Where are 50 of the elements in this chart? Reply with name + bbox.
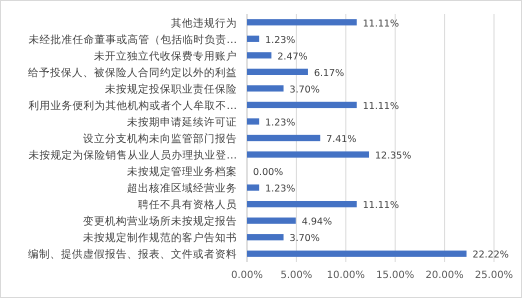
bar [247, 36, 260, 42]
data-label: 3.70% [290, 84, 320, 96]
bar [247, 52, 272, 58]
y-tick-label: 超出核准区域经营业务 [127, 182, 237, 195]
x-tick-label: 25.00% [474, 270, 514, 281]
bar [247, 134, 320, 142]
y-tick-label: 设立分支机构未向监管部门报告 [83, 132, 237, 145]
bar [247, 184, 260, 191]
data-label: 4.94% [302, 216, 332, 228]
data-label: 1.23% [265, 117, 296, 128]
bar [247, 151, 370, 158]
data-label: 12.35% [375, 150, 412, 162]
y-tick-label: 其他违规行为 [171, 16, 237, 30]
y-tick-label: 聘任不具有资格人员 [138, 199, 237, 212]
data-label: 1.23% [265, 34, 296, 46]
y-tick-label: 未按规定为保险销售从业人员办理执业登… [28, 148, 237, 162]
y-tick-label: 变更机构营业场所未按规定报告 [83, 214, 237, 228]
x-tick-label: 20.00% [426, 270, 464, 281]
data-label: 2.47% [277, 51, 308, 62]
y-tick-label: 未开立独立代收保费专用账户 [94, 49, 237, 62]
bar [247, 250, 467, 257]
y-tick-label: 利用业务便利为其他机构或者个人牟取不… [28, 98, 237, 112]
data-label: 11.11% [362, 18, 399, 30]
data-label: 0.00% [253, 167, 284, 178]
bar [247, 19, 357, 26]
data-label: 6.17% [314, 68, 344, 79]
bar [247, 85, 284, 92]
y-tick-label: 编制、提供虚假报告、报表、文件或者资料 [28, 248, 237, 261]
bar [247, 102, 357, 108]
bar [247, 200, 357, 208]
bar [247, 218, 296, 224]
y-tick-label: 未按规定制作规范的客户告知书 [83, 231, 237, 244]
data-label: 7.41% [326, 134, 356, 145]
y-tick-label: 给予投保人、被保险人合同约定以外的利益 [28, 66, 237, 79]
bar [247, 234, 284, 240]
x-tick-label: 5.00% [280, 270, 312, 281]
y-tick-label: 未按规定投保职业责任保险 [105, 82, 237, 96]
data-label: 11.11% [362, 200, 399, 212]
x-tick-label: 15.00% [376, 270, 414, 281]
y-tick-label: 未按期申请延续许可证 [127, 115, 237, 128]
x-tick-label: 10.00% [326, 270, 365, 281]
bar [247, 68, 308, 76]
data-label: 22.22% [472, 250, 509, 261]
y-tick-label: 未按规定管理业务档案 [127, 165, 237, 178]
data-label: 11.11% [362, 100, 399, 112]
data-label: 1.23% [265, 184, 296, 195]
data-label: 3.70% [290, 233, 320, 244]
bar [247, 118, 260, 125]
y-tick-label: 未经批准任命董事或高管（包括临时负责… [28, 32, 237, 46]
x-tick-label: 0.00% [231, 270, 263, 281]
